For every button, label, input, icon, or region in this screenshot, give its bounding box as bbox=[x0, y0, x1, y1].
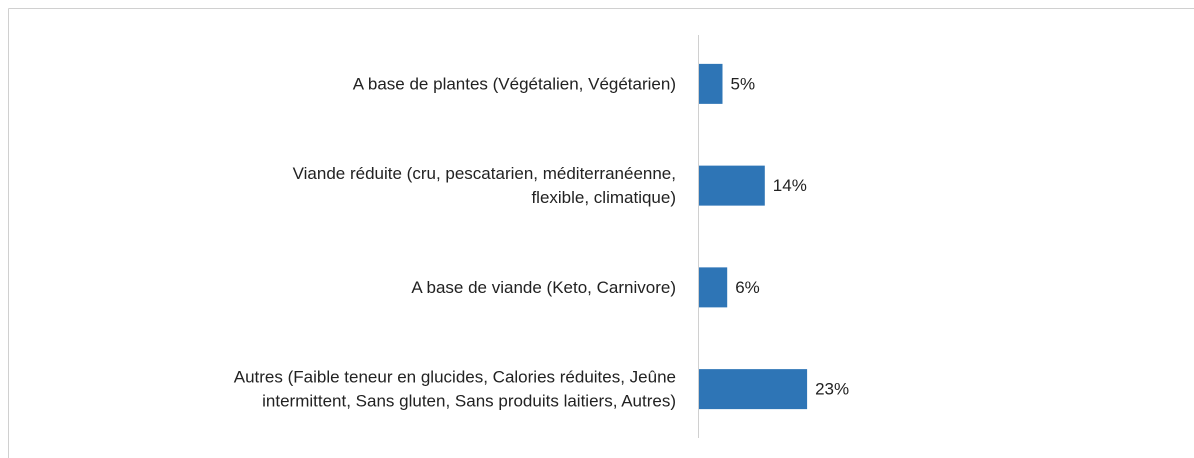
category-label: Viande réduite (cru, pescatarien, médite… bbox=[293, 164, 676, 183]
category-label: A base de viande (Keto, Carnivore) bbox=[411, 278, 676, 297]
data-label: 23% bbox=[815, 380, 849, 399]
data-label: 6% bbox=[735, 278, 760, 297]
category-label: A base de plantes (Végétalien, Végétarie… bbox=[353, 74, 676, 93]
data-label: 5% bbox=[731, 74, 756, 93]
category-label: intermittent, Sans gluten, Sans produits… bbox=[262, 392, 676, 411]
bar bbox=[699, 165, 765, 206]
category-label: flexible, climatique) bbox=[531, 188, 676, 207]
category-label: Autres (Faible teneur en glucides, Calor… bbox=[234, 368, 676, 387]
data-label: 14% bbox=[773, 176, 807, 195]
bar bbox=[699, 63, 723, 104]
bar bbox=[699, 369, 808, 410]
bar bbox=[699, 267, 728, 308]
